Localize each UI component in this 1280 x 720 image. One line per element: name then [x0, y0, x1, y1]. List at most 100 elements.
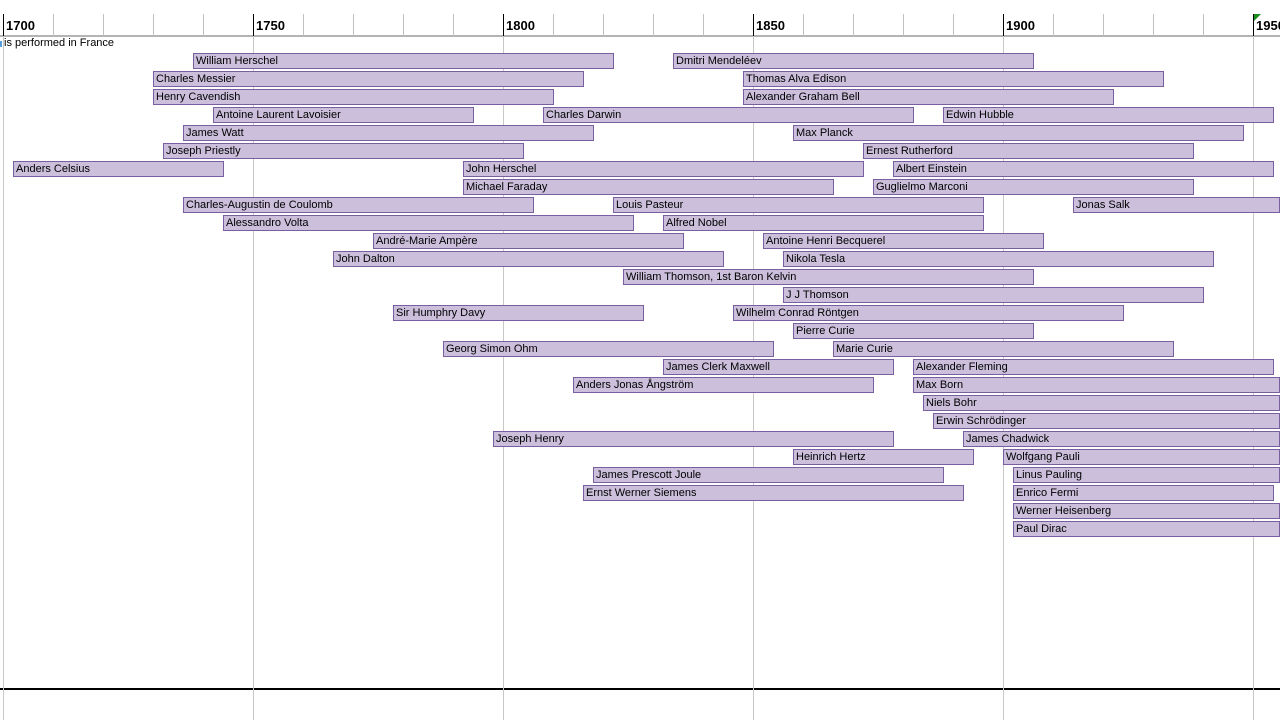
- event-label: Heinrich Hertz: [796, 451, 866, 463]
- event-bar[interactable]: Paul Dirac: [1013, 521, 1280, 537]
- major-tick: [3, 14, 4, 36]
- event-bar[interactable]: Antoine Henri Becquerel: [763, 233, 1044, 249]
- event-bar[interactable]: James Clerk Maxwell: [663, 359, 894, 375]
- event-label: Joseph Henry: [496, 433, 564, 445]
- event-label: Ernest Rutherford: [866, 145, 953, 157]
- event-bar[interactable]: Alfred Nobel: [663, 215, 984, 231]
- minor-tick: [1203, 14, 1204, 36]
- event-bar[interactable]: Werner Heisenberg: [1013, 503, 1280, 519]
- event-label: Niels Bohr: [926, 397, 977, 409]
- minor-tick: [603, 14, 604, 36]
- minor-tick: [653, 14, 654, 36]
- minor-tick: [103, 14, 104, 36]
- event-label: Nikola Tesla: [786, 253, 846, 265]
- major-tick: [753, 14, 754, 36]
- event-bar[interactable]: James Prescott Joule: [593, 467, 944, 483]
- current-date-flag-icon: [1254, 14, 1261, 21]
- event-bar[interactable]: Louis Pasteur: [613, 197, 984, 213]
- event-bar[interactable]: André-Marie Ampère: [373, 233, 684, 249]
- event-bar[interactable]: Albert Einstein: [893, 161, 1274, 177]
- event-bar[interactable]: Michael Faraday: [463, 179, 834, 195]
- event-bar[interactable]: Jonas Salk: [1073, 197, 1280, 213]
- event-bar[interactable]: Antoine Laurent Lavoisier: [213, 107, 474, 123]
- event-bar[interactable]: Ernst Werner Siemens: [583, 485, 964, 501]
- event-bar[interactable]: Alessandro Volta: [223, 215, 634, 231]
- event-label: Charles Darwin: [546, 109, 622, 121]
- minor-tick: [1103, 14, 1104, 36]
- event-bar[interactable]: James Chadwick: [963, 431, 1280, 447]
- event-bar[interactable]: Dmitri Mendeléev: [673, 53, 1034, 69]
- event-label: Werner Heisenberg: [1016, 505, 1112, 517]
- event-label: Alfred Nobel: [666, 217, 727, 229]
- event-bar[interactable]: Joseph Priestly: [163, 143, 524, 159]
- event-bar[interactable]: Erwin Schrödinger: [933, 413, 1280, 429]
- event-bar[interactable]: Anders Celsius: [13, 161, 224, 177]
- minor-tick: [153, 14, 154, 36]
- event-bar[interactable]: Henry Cavendish: [153, 89, 554, 105]
- event-bar[interactable]: Edwin Hubble: [943, 107, 1274, 123]
- minor-tick: [353, 14, 354, 36]
- timeline-note: is performed in France: [4, 37, 115, 49]
- event-label: J J Thomson: [786, 289, 849, 301]
- event-label: Wilhelm Conrad Röntgen: [736, 307, 859, 319]
- minor-tick: [1053, 14, 1054, 36]
- event-bar[interactable]: Joseph Henry: [493, 431, 894, 447]
- event-bar[interactable]: Niels Bohr: [923, 395, 1280, 411]
- event-bar[interactable]: William Thomson, 1st Baron Kelvin: [623, 269, 1034, 285]
- header-divider: [0, 35, 1280, 37]
- event-bar[interactable]: Marie Curie: [833, 341, 1174, 357]
- event-bar[interactable]: Nikola Tesla: [783, 251, 1214, 267]
- major-tick: [253, 14, 254, 36]
- event-bar[interactable]: William Herschel: [193, 53, 614, 69]
- major-tick: [503, 14, 504, 36]
- event-bar[interactable]: John Dalton: [333, 251, 724, 267]
- event-bar[interactable]: John Herschel: [463, 161, 864, 177]
- event-bar[interactable]: Charles Messier: [153, 71, 584, 87]
- minor-tick: [553, 14, 554, 36]
- event-label: Antoine Henri Becquerel: [766, 235, 886, 247]
- event-bar[interactable]: Georg Simon Ohm: [443, 341, 774, 357]
- minor-tick: [203, 14, 204, 36]
- event-bar[interactable]: Sir Humphry Davy: [393, 305, 644, 321]
- event-label: John Herschel: [466, 163, 537, 175]
- minor-tick: [903, 14, 904, 36]
- event-label: Guglielmo Marconi: [876, 181, 968, 193]
- event-label: Anders Jonas Ångström: [576, 379, 694, 391]
- event-label: Wolfgang Pauli: [1006, 451, 1080, 463]
- event-bar[interactable]: Charles Darwin: [543, 107, 914, 123]
- event-label: Anders Celsius: [16, 163, 90, 175]
- event-bar[interactable]: J J Thomson: [783, 287, 1204, 303]
- year-label: 1850: [756, 18, 785, 33]
- gridline: [3, 36, 4, 720]
- event-bar[interactable]: Wilhelm Conrad Röntgen: [733, 305, 1124, 321]
- event-bar[interactable]: Pierre Curie: [793, 323, 1034, 339]
- event-bar[interactable]: Anders Jonas Ångström: [573, 377, 874, 393]
- gridline: [503, 36, 504, 720]
- event-bar[interactable]: Enrico Fermi: [1013, 485, 1274, 501]
- event-bar[interactable]: Max Planck: [793, 125, 1244, 141]
- event-bar[interactable]: Wolfgang Pauli: [1003, 449, 1280, 465]
- year-label: 1750: [256, 18, 285, 33]
- event-bar[interactable]: Charles-Augustin de Coulomb: [183, 197, 534, 213]
- minor-tick: [403, 14, 404, 36]
- event-bar[interactable]: Guglielmo Marconi: [873, 179, 1194, 195]
- event-bar[interactable]: Max Born: [913, 377, 1280, 393]
- event-label: Marie Curie: [836, 343, 893, 355]
- event-label: Erwin Schrödinger: [936, 415, 1026, 427]
- event-bar[interactable]: Alexander Graham Bell: [743, 89, 1114, 105]
- event-bar[interactable]: Thomas Alva Edison: [743, 71, 1164, 87]
- event-label: Alexander Fleming: [916, 361, 1008, 373]
- event-bar[interactable]: Linus Pauling: [1013, 467, 1280, 483]
- event-bar[interactable]: Heinrich Hertz: [793, 449, 974, 465]
- event-bar[interactable]: Alexander Fleming: [913, 359, 1274, 375]
- event-bar[interactable]: James Watt: [183, 125, 594, 141]
- event-label: Max Planck: [796, 127, 853, 139]
- event-label: William Thomson, 1st Baron Kelvin: [626, 271, 797, 283]
- event-label: Alessandro Volta: [226, 217, 309, 229]
- event-bar[interactable]: Ernest Rutherford: [863, 143, 1194, 159]
- major-tick: [1253, 14, 1254, 36]
- event-label: John Dalton: [336, 253, 395, 265]
- event-label: Albert Einstein: [896, 163, 967, 175]
- minor-tick: [803, 14, 804, 36]
